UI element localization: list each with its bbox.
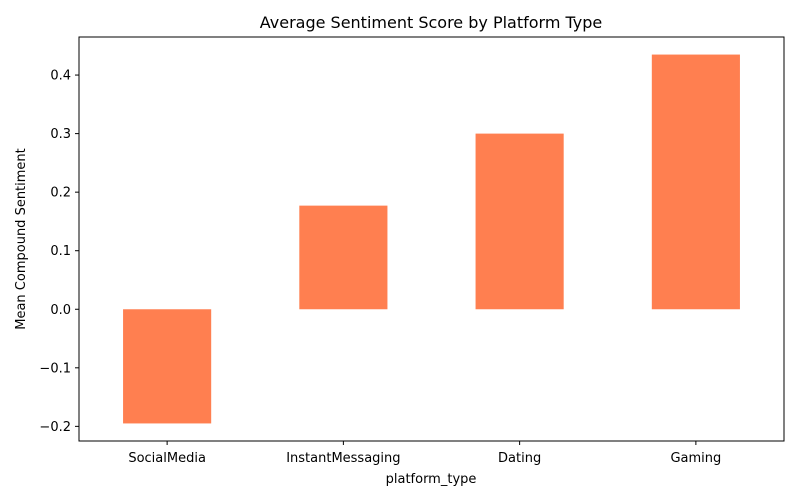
y-tick-label: 0.0: [50, 303, 71, 318]
bar-gaming: [651, 54, 740, 310]
x-tick-label: Dating: [498, 451, 541, 466]
x-axis-label: platform_type: [386, 472, 477, 487]
y-axis-label: Mean Compound Sentiment: [14, 148, 29, 330]
bar-instantmessaging: [299, 205, 388, 310]
y-tick-label: 0.3: [50, 127, 71, 142]
bar-socialmedia: [123, 309, 212, 424]
plot-area: −0.2 −0.1 0.0 0.1 0.2 0.3 0.4 SocialMedia Instan…: [39, 36, 785, 466]
y-tick-label: −0.1: [39, 361, 71, 376]
y-tick-label: 0.4: [50, 69, 71, 84]
x-tick-label: SocialMedia: [128, 451, 206, 466]
y-tick-label: 0.1: [50, 244, 71, 259]
plot-frame: [78, 36, 785, 442]
bar-dating: [475, 133, 564, 310]
chart-title: Average Sentiment Score by Platform Type: [260, 13, 603, 32]
x-tick-label: InstantMessaging: [286, 451, 400, 466]
x-tick-label: Gaming: [670, 451, 721, 466]
y-tick-label: 0.2: [50, 186, 71, 201]
y-tick-label: −0.2: [39, 420, 71, 435]
